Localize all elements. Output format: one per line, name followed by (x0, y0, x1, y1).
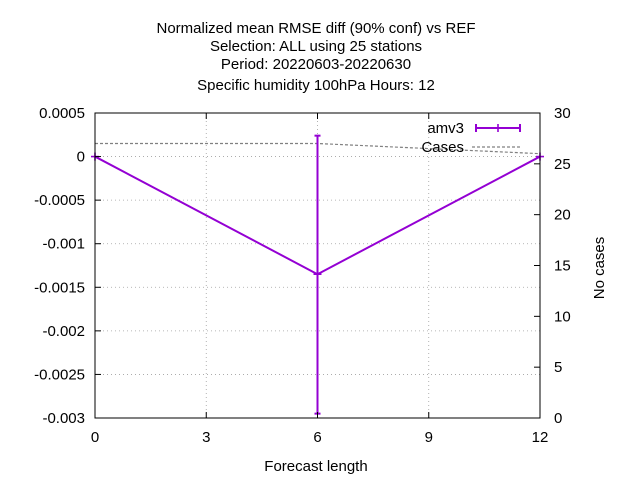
y2-tick-label: 15 (554, 258, 571, 275)
y2-tick-label: 20 (554, 207, 571, 224)
title-line-2: Selection: ALL using 25 stations (210, 38, 422, 55)
y-tick-label: -0.002 (42, 323, 85, 340)
title-line-4: Specific humidity 100hPa Hours: 12 (197, 77, 435, 94)
y-tick-label: 0.0005 (39, 105, 85, 122)
y2-tick-label: 10 (554, 308, 571, 325)
legend-swatch-amv3 (475, 124, 521, 132)
x-tick-label: 0 (91, 429, 99, 446)
x-tick-label: 9 (425, 429, 433, 446)
x-tick-label: 12 (532, 429, 549, 446)
title-line-3: Period: 20220603-20220630 (221, 56, 411, 73)
chart-title: Normalized mean RMSE diff (90% conf) vs … (157, 20, 476, 94)
y-tick-label: -0.0025 (34, 366, 85, 383)
y-tick-label: -0.003 (42, 410, 85, 427)
y2-tick-label: 25 (554, 156, 571, 173)
x-tick-label: 6 (313, 429, 321, 446)
y-tick-label: 0 (77, 149, 85, 166)
x-axis: 0 3 6 9 12 (91, 113, 549, 446)
y-tick-label: -0.0015 (34, 279, 85, 296)
title-line-1: Normalized mean RMSE diff (90% conf) vs … (157, 20, 476, 37)
data-series (91, 134, 544, 415)
y2-axis-label: No cases (591, 237, 608, 300)
legend: amv3 Cases (421, 120, 522, 156)
x-axis-label: Forecast length (264, 458, 367, 475)
legend-label-cases: Cases (421, 139, 464, 156)
x-tick-label: 3 (202, 429, 210, 446)
y2-axis: 30 25 20 15 10 5 0 (534, 105, 571, 427)
y2-tick-label: 30 (554, 105, 571, 122)
y2-tick-label: 5 (554, 359, 562, 376)
legend-label-amv3: amv3 (427, 120, 464, 137)
y-tick-label: -0.0005 (34, 192, 85, 209)
y-axis: 0.0005 0 -0.0005 -0.001 -0.0015 -0.002 -0.0025… (34, 105, 101, 427)
y-tick-label: -0.001 (42, 236, 85, 253)
y2-tick-label: 0 (554, 410, 562, 427)
